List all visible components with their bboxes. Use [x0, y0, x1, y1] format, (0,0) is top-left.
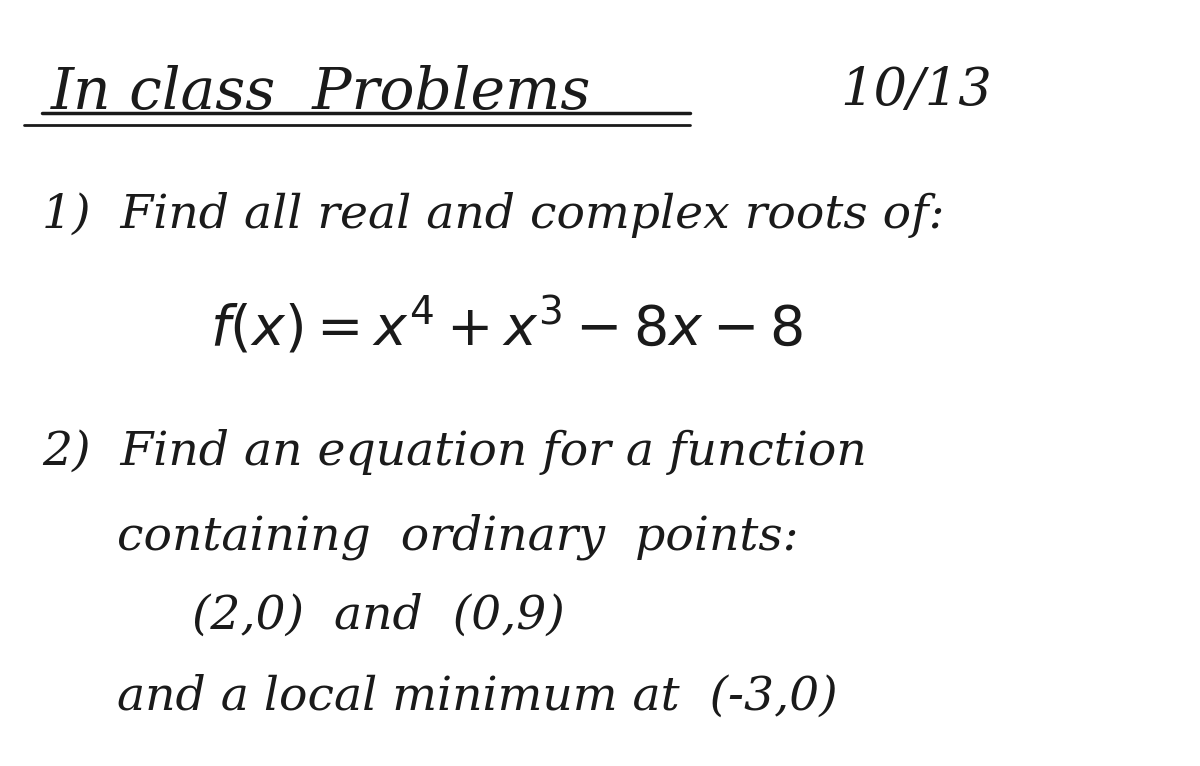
Text: (2,0)  and  (0,9): (2,0) and (0,9) — [42, 594, 565, 639]
Text: and a local minimum at  (-3,0): and a local minimum at (-3,0) — [42, 674, 838, 719]
Text: 1)  Find all real and complex roots of:: 1) Find all real and complex roots of: — [42, 192, 944, 237]
Text: 10/13: 10/13 — [840, 65, 991, 116]
Text: In class  Problems: In class Problems — [50, 65, 590, 122]
Text: $f(x) = x^4 + x^3 - 8x - 8$: $f(x) = x^4 + x^3 - 8x - 8$ — [210, 295, 803, 357]
Text: 2)  Find an equation for a function: 2) Find an equation for a function — [42, 429, 866, 475]
Text: containing  ordinary  points:: containing ordinary points: — [42, 513, 798, 560]
